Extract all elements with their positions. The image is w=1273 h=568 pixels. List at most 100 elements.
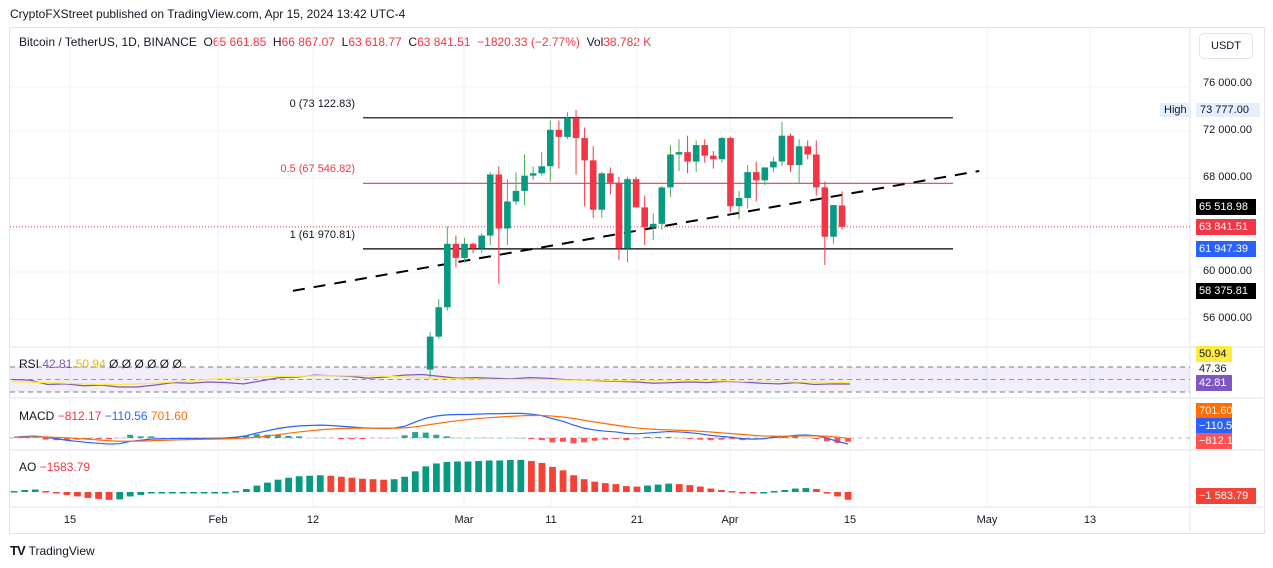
rsi-legend: RSI 42.81 50.94 Ø Ø Ø Ø Ø Ø [19,357,182,371]
ao-bar [781,490,789,492]
macd-hist-bar [380,438,387,439]
low-value: 63 618.77 [348,35,402,49]
candle-body [521,175,528,191]
macd-hist-bar [570,438,577,444]
ao-bar [623,486,630,492]
ao-bar [654,484,662,492]
rsi-tag: 50.94 [1196,346,1232,362]
ao-bar [137,492,145,495]
macd-hist-bar [676,438,683,439]
macd-hist-bar [296,436,303,438]
tradingview-logo[interactable]: TV TradingView [10,543,95,558]
candle-body [581,138,588,161]
ao-bar [749,492,757,494]
candle-body [778,135,786,162]
price-axis-tick: 56 000.00 [1203,312,1252,324]
ao-bar [74,492,81,497]
ao-bar [432,463,440,492]
time-axis-label: May [976,514,998,526]
price-axis-tick: 76 000.00 [1203,77,1252,89]
time-axis-label: Feb [208,514,228,526]
macd-hist-bar [728,438,735,440]
ao-bar [31,489,39,492]
ao-bar [348,477,356,492]
ao-tag: −1 583.79 [1196,488,1256,504]
ao-bar [316,475,324,492]
volume-value: 38.782 K [603,35,652,49]
macd-hist-bar [760,437,767,439]
ao-legend: AO −1583.79 [19,460,90,474]
candle-body [504,201,511,229]
ao-bar [306,475,314,492]
candle-body [649,223,657,228]
macd-hist-bar [106,438,113,440]
ao-title: AO [19,460,37,474]
candle-body [804,146,811,155]
fib-level-label: 0.5 (67 546.82) [280,163,355,176]
price-tag: 58 375.81 [1196,283,1256,300]
ao-bar [696,486,704,492]
candle-body [667,154,674,188]
macd-hist-bar [707,438,714,441]
ao-bar [337,476,345,492]
candle-body [658,187,666,224]
ao-bar [179,492,187,494]
fib-level-label: 0 (73 122.83) [289,97,355,110]
candle-body [718,138,726,160]
candle-body [555,129,563,137]
ao-bar [834,492,841,497]
macd-tag: −812.17 [1196,433,1239,449]
ao-bar [633,486,641,492]
macd-hist-bar [591,438,598,441]
ao-bar [242,489,250,492]
time-axis-label: 15 [843,514,857,526]
ao-bar [559,470,567,492]
ao-bar [369,479,377,492]
ao-bar [601,483,609,492]
candle-body [752,172,760,181]
ao-bar [390,479,398,492]
time-axis-label: 11 [545,514,557,526]
candle-body [564,118,571,137]
macd-hist-bar [158,437,165,439]
macd-hist-bar [665,436,672,438]
macd-hist-bar [464,438,471,439]
candle-body [795,146,803,166]
macd-hist-bar [528,438,535,440]
ao-bar [63,492,71,495]
macd-hist-bar [359,438,366,440]
macd-hist-bar [792,436,799,438]
macd-hist-bar [813,438,820,440]
macd-hist-bar [401,435,408,438]
candle-body [589,160,597,210]
ao-bar [475,460,483,492]
macd-hist-bar [475,437,482,439]
macd-hist-bar [327,438,334,439]
ao-bar [253,485,261,492]
currency-button[interactable]: USDT [1199,33,1253,59]
macd-hist-bar [369,438,376,439]
ao-bar [686,485,694,492]
symbol-legend: Bitcoin / TetherUS, 1D, BINANCE O65 661.… [19,35,652,49]
macd-hist-bar [823,438,830,442]
ao-bar [411,471,419,492]
ao-bar [232,491,240,493]
candle-body [770,161,777,168]
ao-bar [285,477,292,492]
macd-hist-bar [148,436,155,438]
macd-hist-bar [454,437,461,439]
rsi-tag: 42.81 [1196,375,1232,391]
rsi-placeholders: Ø Ø Ø Ø Ø Ø [109,357,182,371]
candle-body [830,205,837,237]
ao-bar [52,492,60,494]
ao-bar [791,488,799,492]
candle-body [812,154,820,188]
ao-bar [42,491,50,493]
rsi-title: RSI [19,357,40,371]
macd-hist-bar [517,438,524,439]
ao-bar [327,475,335,492]
candle-body [675,152,683,155]
candle-body [538,166,546,174]
macd-hist-bar [802,437,809,439]
candle-body [821,187,829,237]
